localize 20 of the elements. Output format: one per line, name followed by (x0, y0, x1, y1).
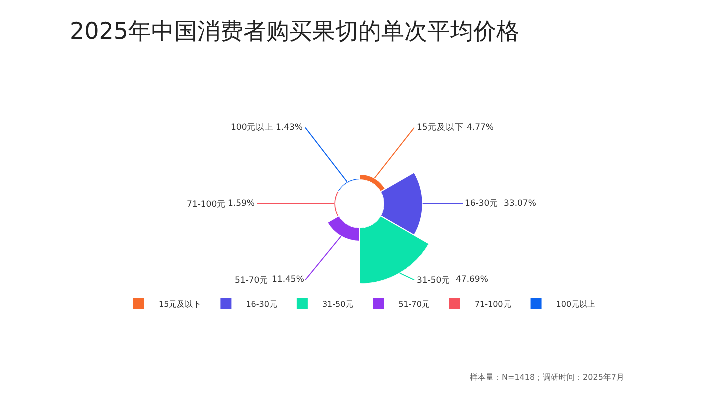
text: 51-70元 (235, 276, 269, 286)
text: 样本量：N=1418；调研时间：2025年7月 (470, 373, 624, 382)
legend-label: 15元及以下 (159, 300, 202, 310)
data-label: 1.43% (276, 123, 304, 133)
data-label: 33.07% (504, 199, 536, 209)
text: 15元及以下 (417, 123, 464, 133)
data-label: 47.69% (456, 275, 488, 285)
text: 2025年中国消费者购买果切的单次平均价格 (70, 19, 520, 45)
text: 31-50元 (417, 276, 451, 286)
legend-label: 71-100元 (474, 300, 512, 310)
text: 16-30元 (465, 199, 499, 209)
text: 100元以上 (231, 123, 274, 133)
legend-label: 100元以上 (556, 300, 596, 310)
text: 71-100元 (187, 200, 226, 210)
legend-label: 16-30元 (246, 300, 278, 310)
data-label: 11.45% (272, 275, 304, 285)
data-label: 4.77% (467, 123, 494, 133)
data-label: 1.59% (228, 199, 256, 209)
legend-label: 51-70元 (398, 300, 430, 310)
legend-label: 31-50元 (322, 300, 354, 310)
